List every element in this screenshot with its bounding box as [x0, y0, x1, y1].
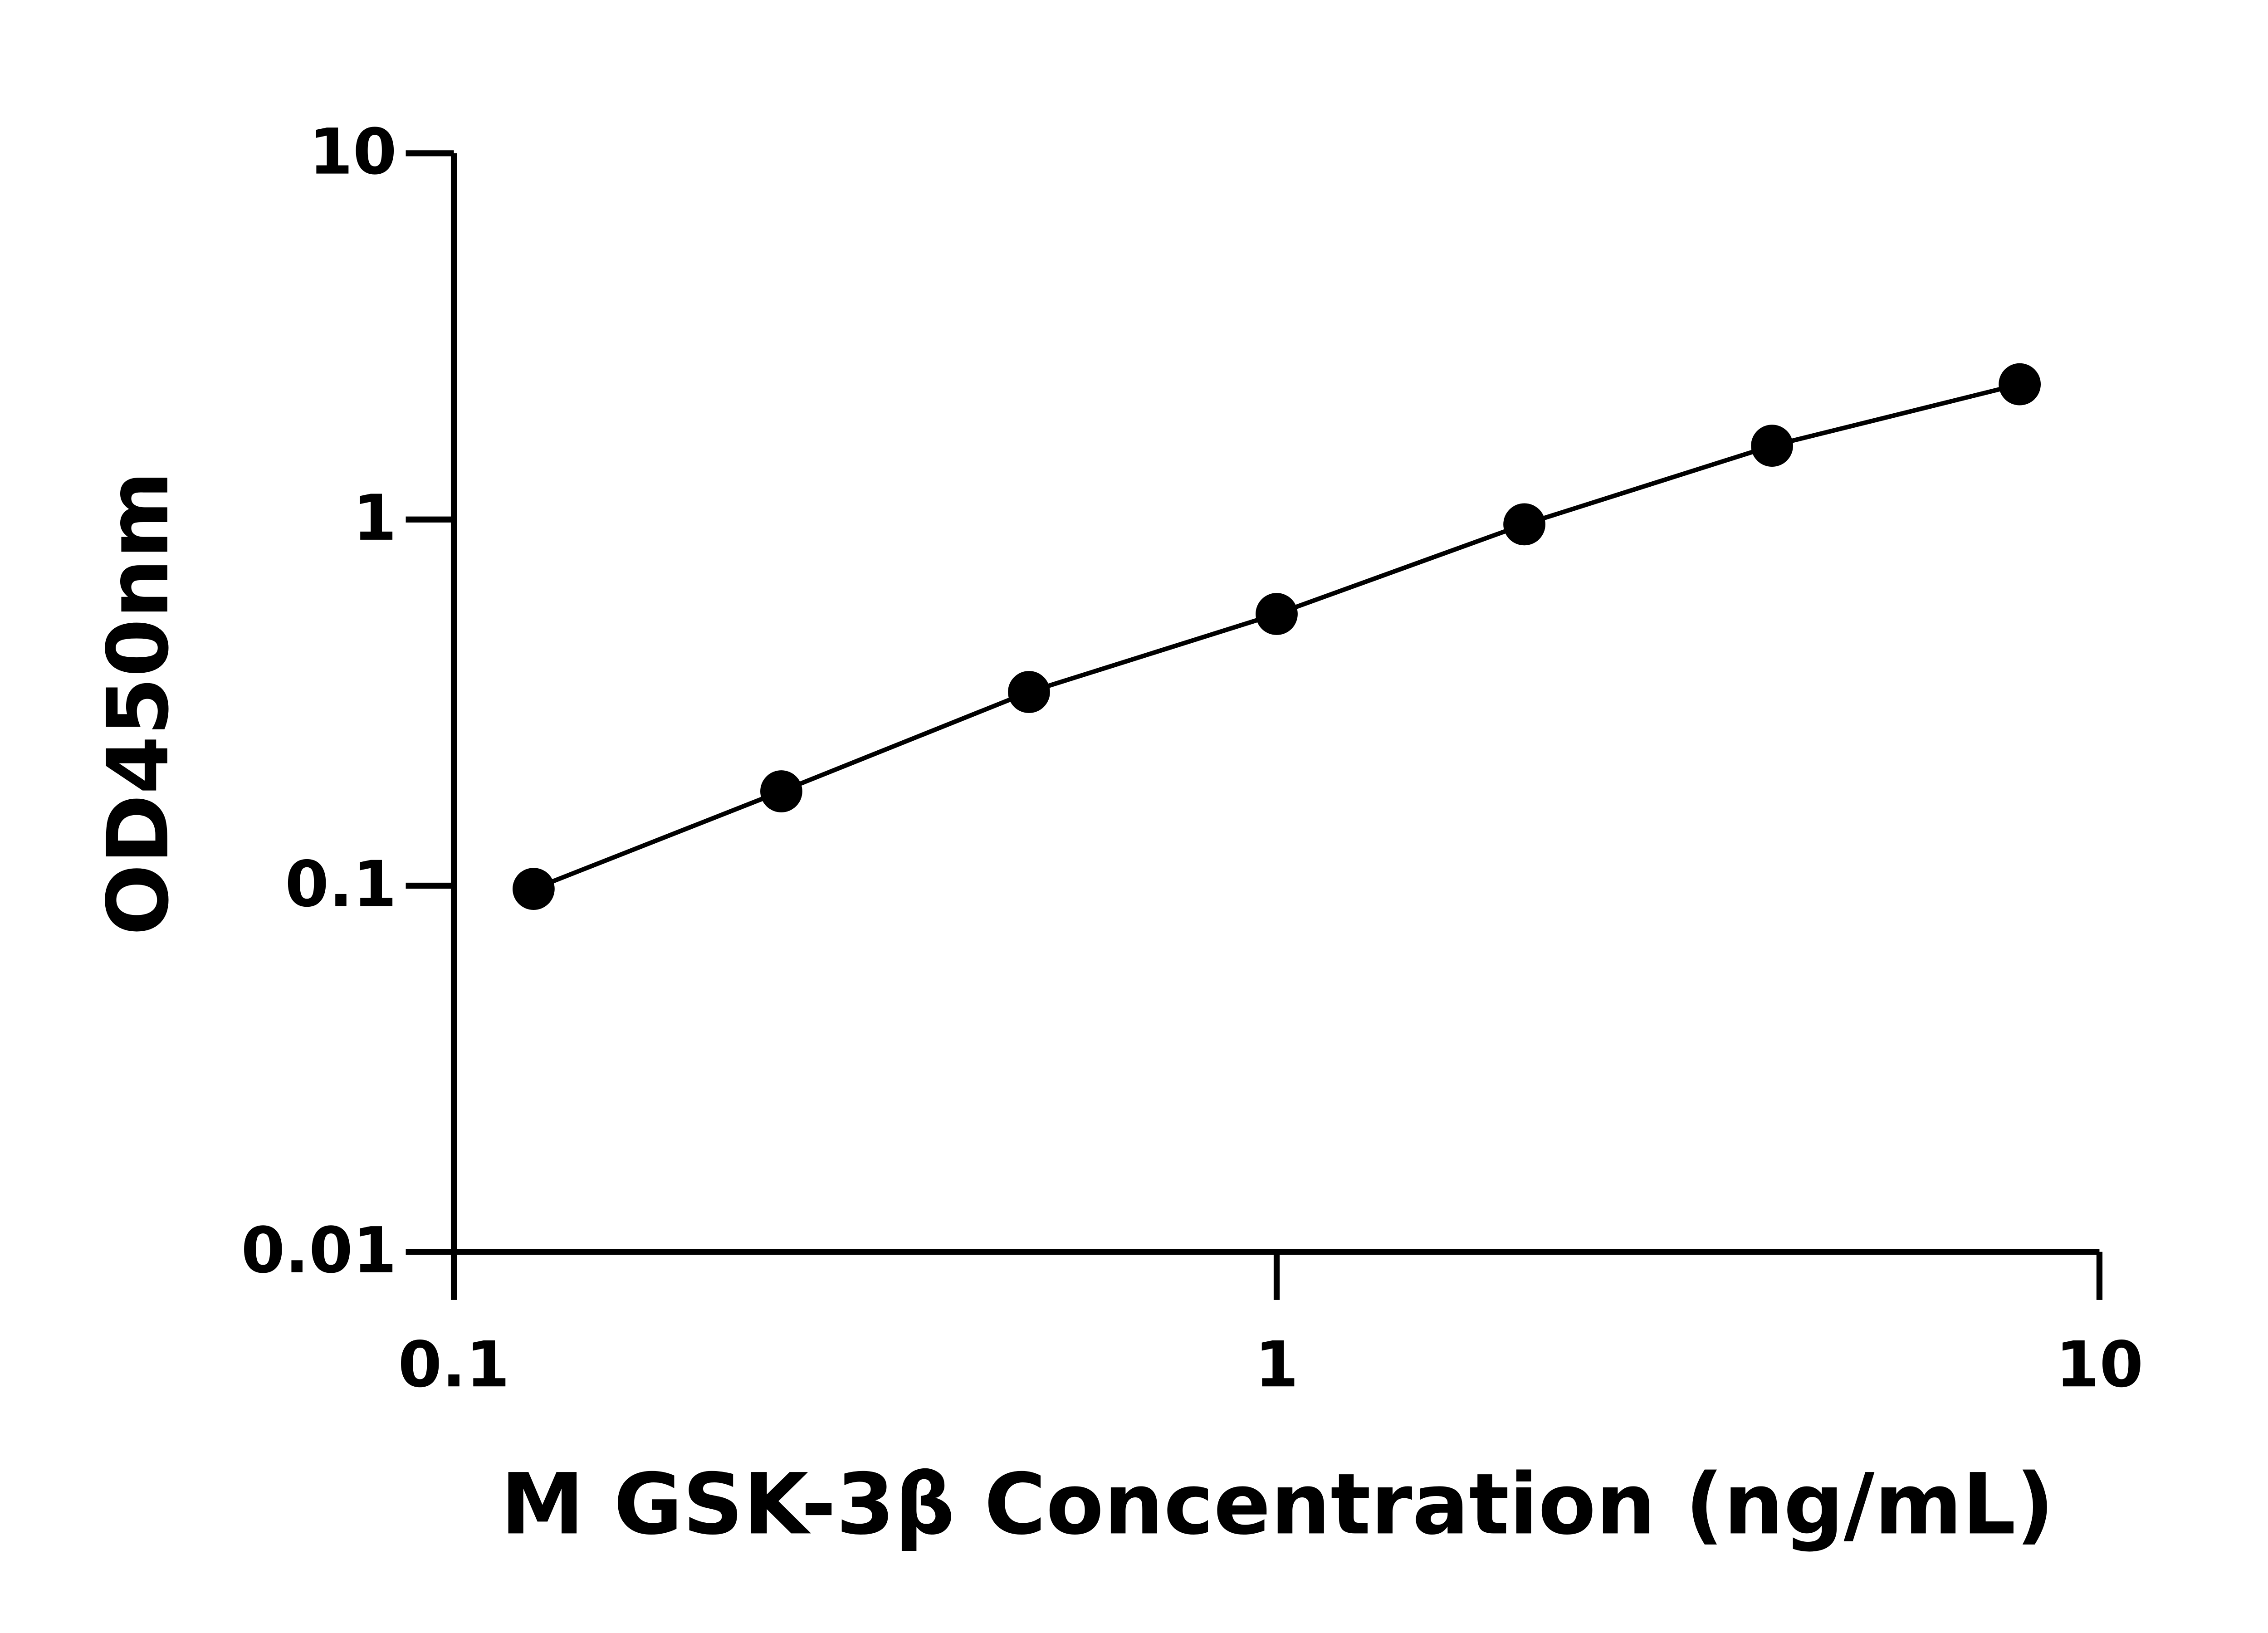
data-point	[1008, 671, 1050, 713]
data-point	[1999, 363, 2041, 406]
y-tick-label: 10	[309, 115, 397, 189]
data-point	[1503, 503, 1545, 546]
y-tick-label: 1	[353, 481, 397, 555]
x-tick-label: 0.1	[398, 1328, 509, 1401]
y-tick-label: 0.1	[285, 847, 396, 921]
data-point	[1256, 593, 1298, 635]
x-tick-label: 1	[1255, 1328, 1299, 1401]
x-axis-title: M GSK-3β Concentration (ng/mL)	[501, 1455, 2054, 1553]
x-tick-label: 10	[2056, 1328, 2144, 1401]
data-point	[1751, 425, 1793, 467]
y-tick-label: 0.01	[241, 1214, 396, 1287]
data-point	[513, 868, 555, 910]
y-axis-title: OD450nm	[89, 471, 187, 935]
series-line	[533, 382, 2020, 891]
data-point	[760, 770, 802, 812]
